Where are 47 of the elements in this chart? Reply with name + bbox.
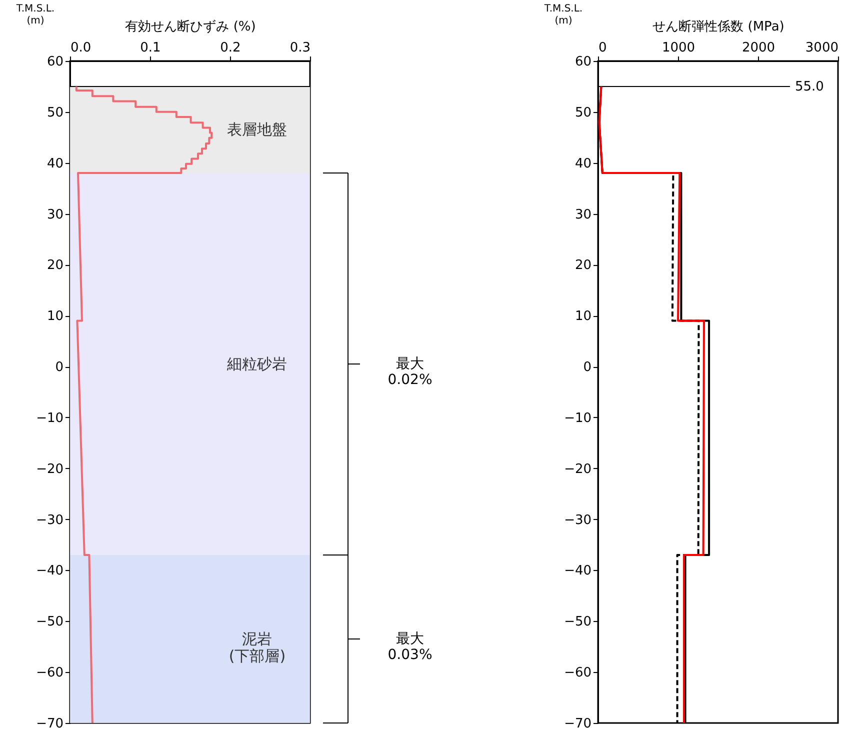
ref-line-label: 55.0 [795,79,824,94]
y-tick-label: 50 [574,105,592,120]
y-tick-label: −40 [36,564,64,579]
y-tick-label: 30 [46,207,64,222]
y-tick-label: 40 [574,156,592,172]
y-tick-label: −50 [36,614,64,630]
band-label: 表層地盤 [227,120,288,139]
x-tick-label: 2000 [742,40,776,56]
y-tick-label: −10 [564,410,592,426]
y-tick-label: 60 [574,54,592,70]
y-tick-label: −60 [36,666,64,681]
y-tick-label: 10 [46,309,64,324]
x-tick-label: 0.2 [220,40,241,56]
y-tick-label: −70 [36,716,64,732]
x-tick-label: 3000 [805,40,838,56]
y-axis-title: T.M.S.L. (m) [543,4,583,26]
y-tick-label: 0 [583,360,592,376]
x-tick-label: 0.0 [70,40,92,56]
y-tick-label: 10 [574,309,592,324]
y-tick-label: −20 [564,462,592,477]
x-axis-title: せん断弾性係数 (MPa) [652,20,784,34]
text: 最大 0.03% [388,630,432,663]
band-label: 泥岩 (下部層) [228,630,286,665]
y-tick-label: −70 [564,716,592,732]
y-tick-label: 60 [46,54,64,70]
y-tick-label: 40 [46,156,64,172]
x-tick-label: 0 [598,40,607,56]
y-tick-label: 20 [574,258,592,274]
y-tick-label: 20 [46,258,64,274]
x-tick-label: 0.1 [140,40,161,56]
y-tick-label: −20 [36,462,64,477]
y-tick-label: −40 [564,564,592,579]
y-tick-label: 30 [574,207,592,222]
x-tick-label: 0.3 [290,40,310,56]
y-tick-label: −10 [36,410,64,426]
y-tick-label: −30 [36,512,64,528]
y-tick-label: −60 [564,666,592,681]
y-tick-label: −30 [564,512,592,528]
band-label: 細粒砂岩 [226,354,288,373]
text: 最大 0.02% [388,356,432,388]
y-axis-title: T.M.S.L. (m) [15,4,55,26]
x-tick-label: 1000 [662,40,696,56]
x-axis-title: 有効せん断ひずみ (%) [125,20,256,34]
y-tick-label: 0 [55,360,64,376]
y-tick-label: −50 [564,614,592,630]
y-tick-label: 50 [46,105,64,120]
line-series [75,85,213,724]
